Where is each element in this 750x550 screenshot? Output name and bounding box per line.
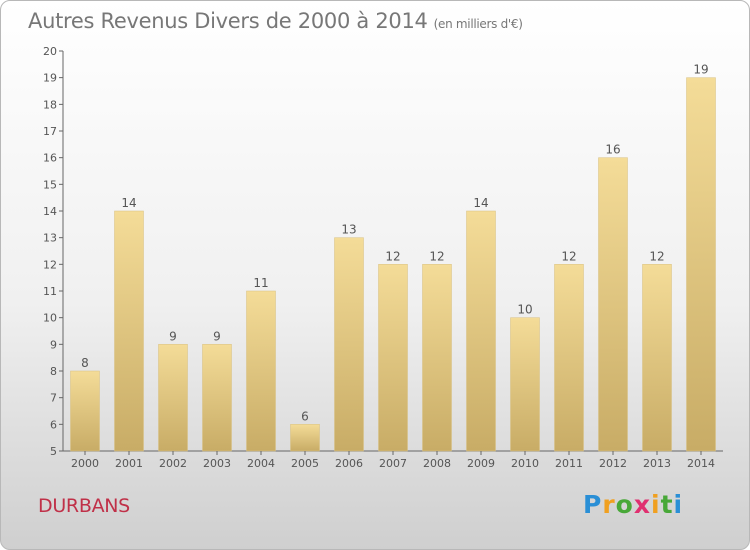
bar-2014[interactable]	[686, 77, 716, 452]
bar-value-label: 9	[169, 329, 177, 343]
bar-2013[interactable]	[642, 264, 672, 452]
logo-letter: x	[633, 490, 651, 519]
bar-value-label: 8	[81, 356, 89, 370]
y-tick-label: 18	[43, 98, 57, 111]
bar-value-label: 16	[605, 143, 620, 157]
y-tick-label: 5	[50, 445, 57, 458]
bar-2004[interactable]	[246, 290, 276, 452]
y-tick-label: 19	[43, 72, 57, 85]
bar-value-label: 12	[385, 249, 400, 263]
place-name: DURBANS	[38, 495, 130, 517]
logo-letter: i	[651, 490, 661, 519]
y-tick-label: 9	[50, 338, 57, 351]
bar-2005[interactable]	[290, 424, 320, 452]
x-tick-label: 2011	[555, 457, 583, 470]
bar-2008[interactable]	[422, 264, 452, 452]
logo-letter: o	[615, 490, 634, 519]
bar-value-label: 6	[301, 409, 309, 423]
x-tick-label: 2012	[599, 457, 627, 470]
bar-value-label: 12	[561, 249, 576, 263]
bar-value-label: 12	[649, 249, 664, 263]
proxiti-logo[interactable]: Proxiti	[583, 490, 683, 519]
chart-unit-label: (en milliers d'€)	[433, 17, 523, 31]
bar-value-label: 14	[473, 196, 488, 210]
x-tick-label: 2007	[379, 457, 407, 470]
logo-letter: r	[602, 490, 616, 519]
x-tick-label: 2013	[643, 457, 671, 470]
y-tick-label: 20	[43, 45, 57, 58]
bar-2009[interactable]	[466, 210, 496, 452]
x-tick-label: 2006	[335, 457, 363, 470]
y-tick-label: 8	[50, 365, 57, 378]
x-tick-label: 2000	[71, 457, 99, 470]
bar-2002[interactable]	[158, 344, 188, 452]
bar-value-label: 13	[341, 223, 356, 237]
x-tick-label: 2003	[203, 457, 231, 470]
y-tick-label: 12	[43, 258, 57, 271]
y-tick-label: 11	[43, 285, 57, 298]
x-tick-label: 2001	[115, 457, 143, 470]
bar-2012[interactable]	[598, 157, 628, 452]
bar-value-label: 9	[213, 329, 221, 343]
bar-value-label: 10	[517, 303, 532, 317]
x-tick-label: 2008	[423, 457, 451, 470]
x-tick-label: 2005	[291, 457, 319, 470]
y-tick-label: 7	[50, 392, 57, 405]
chart-title-text: Autres Revenus Divers de 2000 à 2014	[28, 9, 428, 33]
bar-2006[interactable]	[334, 237, 364, 452]
bar-2011[interactable]	[554, 264, 584, 452]
bar-value-label: 12	[429, 249, 444, 263]
logo-letter: P	[583, 490, 603, 519]
logo-letter: i	[673, 490, 684, 519]
x-tick-label: 2014	[687, 457, 715, 470]
x-tick-label: 2002	[159, 457, 187, 470]
bar-value-label: 14	[121, 196, 136, 210]
y-tick-label: 13	[43, 232, 57, 245]
bar-2000[interactable]	[70, 370, 100, 452]
y-tick-label: 14	[43, 205, 57, 218]
x-tick-label: 2004	[247, 457, 275, 470]
bar-2001[interactable]	[114, 210, 144, 452]
bar-2010[interactable]	[510, 317, 540, 452]
bar-2003[interactable]	[202, 344, 232, 452]
y-tick-label: 15	[43, 178, 57, 191]
logo-letter: t	[660, 490, 674, 519]
y-tick-label: 10	[43, 312, 57, 325]
x-tick-label: 2010	[511, 457, 539, 470]
x-tick-label: 2009	[467, 457, 495, 470]
chart-title: Autres Revenus Divers de 2000 à 2014 (en …	[28, 9, 523, 33]
y-tick-label: 17	[43, 125, 57, 138]
bar-value-label: 19	[693, 63, 708, 77]
y-tick-label: 16	[43, 152, 57, 165]
y-tick-label: 6	[50, 418, 57, 431]
bar-value-label: 11	[253, 276, 268, 290]
bar-2007[interactable]	[378, 264, 408, 452]
